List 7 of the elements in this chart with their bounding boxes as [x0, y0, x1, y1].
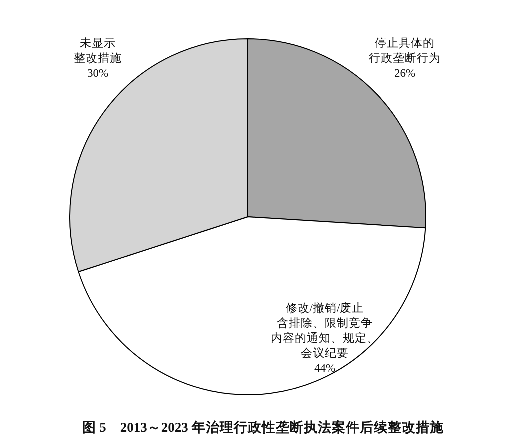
data-label: 30% [87, 68, 109, 80]
data-label: 44% [314, 363, 336, 375]
slice-label: 停止具体的行政垄断行为 [369, 37, 441, 65]
slice-label: 修改/撤销/废止含排除、限制竞争内容的通知、规定、会议纪要 [271, 301, 379, 360]
data-label: 26% [394, 68, 416, 80]
slice-label: 未显示整改措施 [74, 37, 122, 65]
text: 图 5 2013～2023 年治理行政性垄断执法案件后续整改措施 [82, 419, 444, 435]
